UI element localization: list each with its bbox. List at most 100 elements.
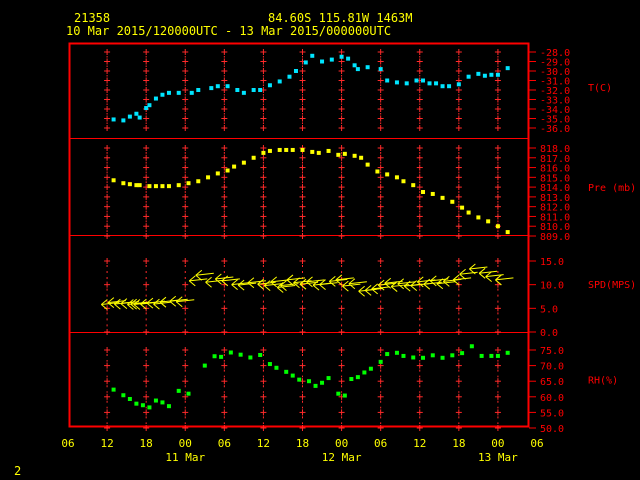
pressure-point: [225, 168, 230, 173]
pressure-point: [342, 151, 347, 156]
pressure-point: [486, 219, 491, 224]
pressure-point: [385, 172, 390, 177]
temp-point: [303, 60, 308, 65]
grid-cross: [494, 145, 501, 151]
grid-cross: [260, 164, 267, 171]
grid-cross: [299, 174, 306, 181]
grid-crosses: [104, 49, 501, 431]
grid-cross: [494, 154, 501, 161]
temp-point: [404, 81, 409, 86]
grid-cross: [260, 174, 267, 181]
rh-point: [228, 350, 233, 355]
pressure-point: [326, 148, 331, 153]
grid-cross: [182, 77, 189, 84]
series-temp: [111, 53, 510, 123]
y-tick-label: 50.0: [540, 424, 564, 435]
grid-cross: [182, 347, 189, 353]
grid-cross: [455, 96, 462, 103]
grid-cross: [104, 203, 111, 210]
grid-cross: [221, 77, 228, 84]
grid-cross: [182, 58, 189, 65]
temp-point: [209, 86, 214, 91]
pressure-point: [466, 210, 471, 215]
grid-cross: [260, 145, 267, 151]
grid-cross: [494, 203, 501, 210]
grid-cross: [299, 409, 306, 416]
rh-point: [212, 354, 217, 359]
grid-cross: [338, 258, 345, 264]
y-tick-label: -33.0: [540, 96, 570, 107]
grid-cross: [299, 193, 306, 200]
grid-cross: [299, 96, 306, 103]
wind-arrow: [495, 274, 514, 286]
temp-point: [385, 78, 390, 83]
temp-point: [147, 103, 152, 108]
temp-point: [365, 65, 370, 70]
wind-arrow: [335, 274, 354, 286]
grid-cross: [104, 125, 111, 131]
grid-cross: [143, 223, 150, 230]
rh-point: [362, 370, 367, 375]
grid-cross: [377, 154, 384, 161]
grid-cross: [143, 378, 150, 385]
grid-cross: [221, 145, 228, 151]
temp-point: [153, 96, 158, 101]
grid-cross: [455, 329, 462, 335]
pressure-point: [310, 149, 315, 154]
y-tick-label: 810.0: [540, 222, 570, 233]
grid-cross: [104, 223, 111, 230]
pressure-point: [251, 155, 256, 160]
temp-point: [258, 88, 263, 92]
grid-cross: [494, 258, 501, 264]
grid-cross: [182, 145, 189, 151]
grid-cross: [377, 58, 384, 65]
grid-cross: [143, 145, 150, 151]
grid-cross: [416, 115, 423, 122]
grid-cross: [182, 223, 189, 230]
rh-point: [258, 352, 263, 357]
y-tick-label: 818.0: [540, 144, 570, 155]
grid-cross: [338, 362, 345, 369]
rh-point: [489, 353, 494, 358]
grid-cross: [455, 145, 462, 151]
grid-cross: [377, 258, 384, 264]
wind-arrow: [319, 279, 338, 291]
grid-cross: [416, 378, 423, 385]
wind-arrow: [237, 279, 257, 291]
rh-point: [307, 379, 312, 384]
grid-cross: [377, 49, 384, 55]
rh-point: [160, 400, 165, 405]
grid-cross: [221, 68, 228, 74]
x-axis-ticks: 06 12 18 00 06 12 18 00 06 12 18 00 06 11 Mar 12 Mar 13…: [61, 437, 543, 464]
grid-cross: [338, 409, 345, 416]
grid-cross: [377, 393, 384, 400]
pressure-point: [147, 184, 152, 189]
grid-cross: [221, 115, 228, 122]
grid-cross: [338, 164, 345, 171]
grid-cross: [104, 58, 111, 65]
grid-cross: [260, 77, 267, 84]
y-tick-label: 815.0: [540, 173, 570, 184]
wind-arrow: [276, 282, 296, 293]
y-tick-label: 55.0: [540, 408, 564, 419]
grid-cross: [338, 125, 345, 131]
rh-point: [368, 366, 373, 371]
data-series: [101, 53, 514, 410]
rh-point: [411, 355, 416, 360]
grid-cross: [143, 154, 150, 161]
grid-cross: [260, 115, 267, 122]
y-tick-label: 10.0: [540, 281, 564, 292]
grid-cross: [260, 58, 267, 65]
wind-arrow: [263, 280, 283, 291]
temp-point: [329, 57, 334, 62]
grid-cross: [182, 258, 189, 264]
grid-cross: [416, 68, 423, 74]
grid-cross: [182, 409, 189, 416]
grid-cross: [260, 362, 267, 369]
grid-cross: [416, 329, 423, 335]
grid-cross: [338, 378, 345, 385]
wind-arrow: [306, 276, 325, 288]
pressure-point: [127, 182, 132, 187]
y-tick-label: 65.0: [540, 377, 564, 388]
grid-cross: [143, 362, 150, 369]
